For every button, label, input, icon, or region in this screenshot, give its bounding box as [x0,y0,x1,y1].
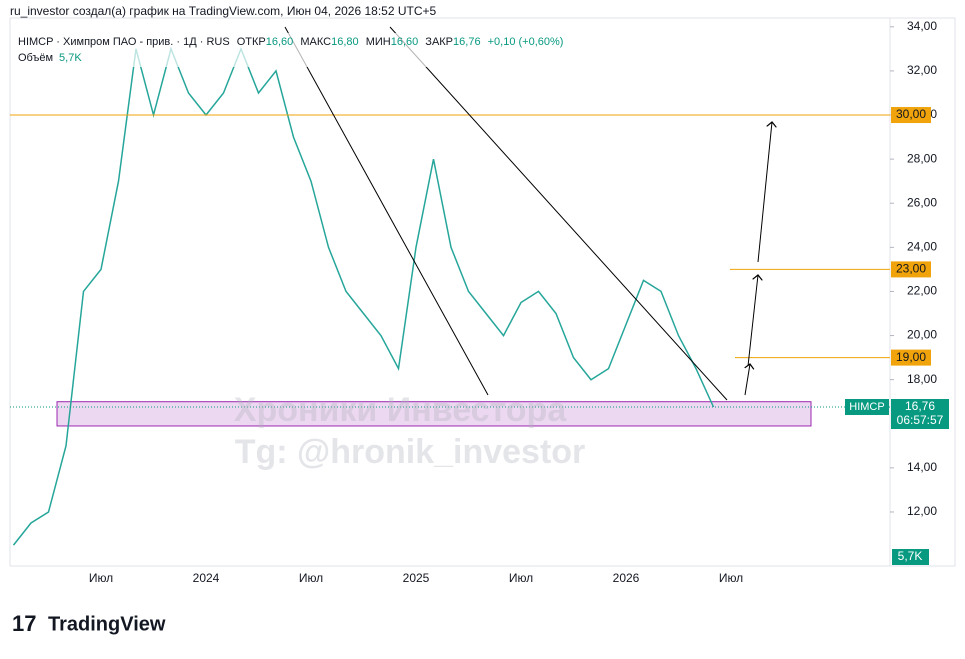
watermark: Хроники Инвестора Tg: @hronik_investor [234,391,586,471]
y-tick-label: 20,00 [907,328,937,342]
label: ЗАКР [425,36,453,48]
price-tag-price: 16,76 [905,399,935,413]
value: 5,7K [59,52,82,64]
price-line [12,46,715,546]
arrow [757,122,772,263]
footer: 17 TradingView [12,611,166,636]
support-zone [56,401,812,427]
y-tick-label: 26,00 [907,195,937,209]
value: 16,80 [331,36,359,48]
value: 16,76 [453,36,481,48]
level-label-bg [891,349,931,366]
label: МИН [366,36,391,48]
level-label-bg [891,107,931,124]
level-label: 30,00 [896,107,926,121]
y-tick-label: 32,00 [907,63,937,77]
plot-frame [9,17,956,567]
watermark-line: Хроники Инвестора [234,391,568,429]
value: 16,60 [266,36,294,48]
attribution: ru_investor создал(а) график на TradingV… [10,4,437,18]
y-tick-label: 14,00 [907,460,937,474]
x-tick-label: Июл [509,571,533,585]
arrow [745,364,750,396]
x-tick-label: Июл [89,571,113,585]
label: Объём [18,52,53,64]
change: +0,10 (+0,60%) [488,36,564,48]
level-label-bg [891,261,931,278]
volume-legend: Объём 5,7K [18,52,82,64]
legend: HIMCP · Химпром ПАО - прив. · 1Д · RUS О… [18,36,563,48]
price-tag-bg [891,399,949,430]
value: 16,60 [391,36,419,48]
volume-badge-bg [892,549,929,565]
y-tick-label: 12,00 [907,504,937,518]
price-tag-bg [845,399,889,416]
trend-line [389,26,728,401]
symbol: HIMCP · Химпром ПАО - прив. · 1Д · RUS [18,36,230,48]
y-tick-label: 18,00 [907,372,937,386]
x-tick-label: 2026 [613,571,640,585]
y-tick-label: 22,00 [907,284,937,298]
trend-line [284,26,489,396]
label: МАКС [300,36,331,48]
level-label: 23,00 [896,262,926,276]
level-label: 19,00 [896,350,926,364]
y-tick-label: 24,00 [907,240,937,254]
legend-bg [14,33,614,67]
x-tick-label: Июл [299,571,323,585]
price-tag-countdown: 06:57:57 [897,413,944,427]
volume-badge: 5,7K [898,549,923,563]
x-tick-label: 2025 [403,571,430,585]
y-tick-label: 34,00 [907,19,937,33]
label: ОТКР [237,36,266,48]
y-tick-label: 28,00 [907,151,937,165]
watermark-line: Tg: @hronik_investor [235,433,586,471]
logo-mark: 17 [12,611,36,636]
price-tag-symbol: HIMCP [849,401,884,413]
x-tick-label: Июл [719,571,743,585]
x-tick-label: 2024 [193,571,220,585]
arrow [747,275,758,367]
logo: TradingView [48,613,166,635]
